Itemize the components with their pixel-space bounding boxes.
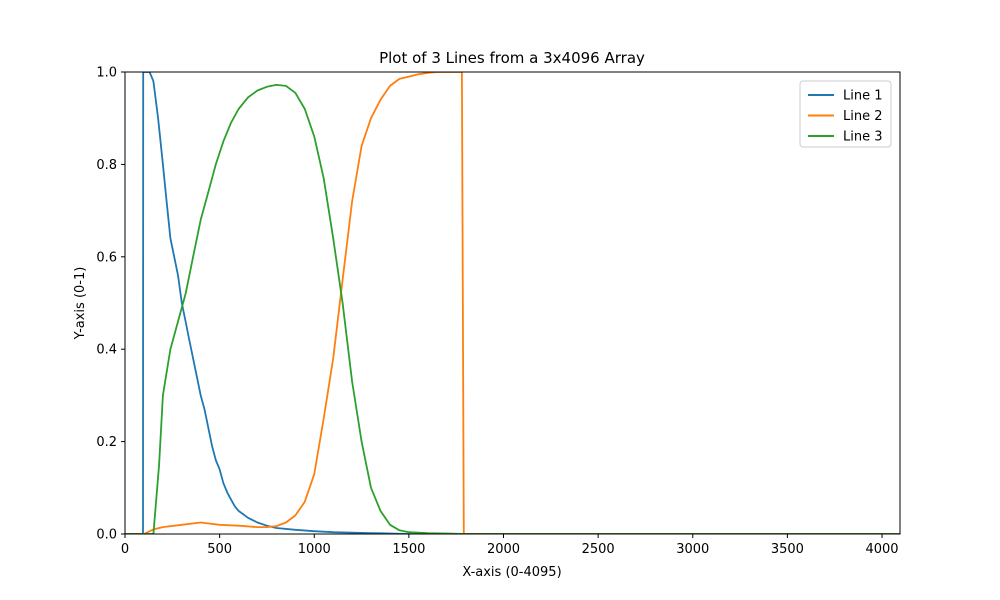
x-tick-label: 2000 — [487, 542, 520, 557]
x-tick-label: 2500 — [582, 542, 615, 557]
x-tick-label: 0 — [121, 542, 129, 557]
y-tick-label: 0.6 — [96, 250, 117, 265]
series-line-3 — [125, 84, 900, 534]
x-tick-label: 4000 — [865, 542, 898, 557]
y-tick-label: 0.0 — [96, 528, 117, 543]
y-axis-title: Y-axis (0-1) — [73, 267, 88, 341]
legend-label: Line 2 — [843, 109, 883, 124]
legend: Line 1 Line 2 Line 3 — [799, 80, 892, 148]
x-tick-label: 500 — [207, 542, 232, 557]
x-tick-label: 1000 — [298, 542, 331, 557]
plot-frame — [124, 71, 901, 535]
y-tick-label: 0.8 — [96, 158, 117, 173]
x-tick-label: 3500 — [771, 542, 804, 557]
legend-label: Line 1 — [843, 89, 883, 104]
x-axis-title: X-axis (0-4095) — [462, 565, 561, 580]
x-tick-label: 3000 — [676, 542, 709, 557]
x-tick-label: 1500 — [392, 542, 425, 557]
chart-title: Plot of 3 Lines from a 3x4096 Array — [379, 49, 645, 67]
series-line-1 — [125, 72, 900, 534]
x-axis-ticks: 0 500 1000 1500 2000 2500 3000 3500 4000 — [121, 534, 899, 557]
legend-box — [799, 80, 892, 148]
y-axis-ticks: 0.0 0.2 0.4 0.6 0.8 1.0 — [96, 66, 125, 543]
y-tick-label: 0.2 — [96, 435, 117, 450]
legend-label: Line 3 — [843, 130, 883, 145]
y-tick-label: 0.4 — [96, 343, 117, 358]
y-tick-label: 1.0 — [96, 66, 117, 81]
